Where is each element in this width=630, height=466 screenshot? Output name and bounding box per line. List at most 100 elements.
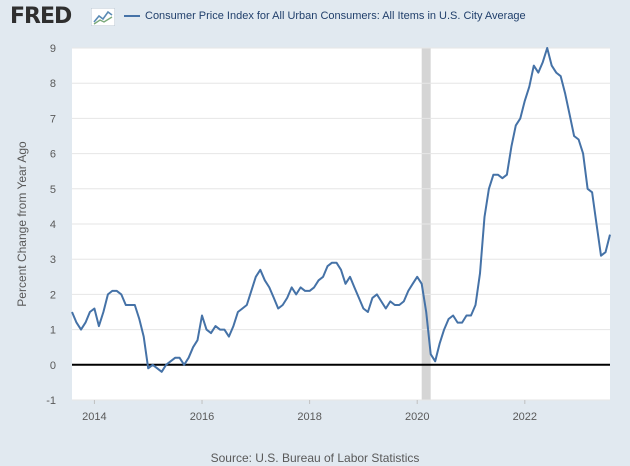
data-point[interactable] (563, 92, 567, 96)
data-point[interactable] (101, 310, 105, 314)
data-point[interactable] (586, 187, 590, 191)
data-point[interactable] (213, 324, 217, 328)
data-point[interactable] (411, 282, 415, 286)
data-point[interactable] (155, 366, 159, 370)
data-point[interactable] (263, 278, 267, 282)
data-point[interactable] (110, 289, 114, 293)
data-point[interactable] (330, 261, 334, 265)
data-point[interactable] (128, 303, 132, 307)
data-point[interactable] (97, 324, 101, 328)
data-point[interactable] (393, 303, 397, 307)
data-point[interactable] (402, 299, 406, 303)
data-point[interactable] (559, 74, 563, 78)
data-point[interactable] (164, 363, 168, 367)
data-point[interactable] (182, 363, 186, 367)
data-point[interactable] (70, 310, 74, 314)
data-point[interactable] (406, 289, 410, 293)
data-point[interactable] (375, 292, 379, 296)
data-point[interactable] (397, 303, 401, 307)
data-point[interactable] (267, 285, 271, 289)
data-point[interactable] (299, 285, 303, 289)
data-point[interactable] (604, 250, 608, 254)
data-point[interactable] (469, 314, 473, 318)
data-point[interactable] (541, 60, 545, 64)
data-point[interactable] (294, 292, 298, 296)
data-point[interactable] (83, 321, 87, 325)
data-point[interactable] (465, 314, 469, 318)
data-point[interactable] (272, 296, 276, 300)
data-point[interactable] (146, 366, 150, 370)
data-point[interactable] (258, 268, 262, 272)
data-point[interactable] (124, 303, 128, 307)
data-point[interactable] (496, 173, 500, 177)
data-point[interactable] (590, 190, 594, 194)
data-point[interactable] (79, 328, 83, 332)
data-point[interactable] (276, 306, 280, 310)
data-point[interactable] (348, 275, 352, 279)
data-point[interactable] (218, 328, 222, 332)
data-point[interactable] (335, 261, 339, 265)
data-point[interactable] (460, 321, 464, 325)
data-point[interactable] (599, 254, 603, 258)
data-point[interactable] (249, 289, 253, 293)
data-point[interactable] (379, 299, 383, 303)
data-point[interactable] (433, 359, 437, 363)
data-point[interactable] (281, 303, 285, 307)
data-point[interactable] (187, 356, 191, 360)
data-point[interactable] (509, 145, 513, 149)
data-point[interactable] (491, 173, 495, 177)
data-point[interactable] (568, 113, 572, 117)
data-point[interactable] (196, 338, 200, 342)
data-point[interactable] (227, 335, 231, 339)
data-point[interactable] (321, 275, 325, 279)
data-point[interactable] (178, 356, 182, 360)
data-point[interactable] (500, 176, 504, 180)
data-point[interactable] (536, 71, 540, 75)
data-point[interactable] (554, 71, 558, 75)
data-point[interactable] (169, 359, 173, 363)
data-point[interactable] (222, 328, 226, 332)
data-point[interactable] (482, 215, 486, 219)
data-point[interactable] (514, 123, 518, 127)
fred-logo[interactable]: FRED (10, 4, 72, 29)
data-point[interactable] (326, 264, 330, 268)
data-point[interactable] (231, 324, 235, 328)
data-point[interactable] (290, 285, 294, 289)
data-point[interactable] (317, 278, 321, 282)
data-point[interactable] (92, 306, 96, 310)
data-point[interactable] (254, 275, 258, 279)
data-point[interactable] (308, 289, 312, 293)
data-point[interactable] (366, 310, 370, 314)
data-point[interactable] (370, 296, 374, 300)
data-point[interactable] (115, 289, 119, 293)
data-point[interactable] (303, 289, 307, 293)
data-point[interactable] (352, 285, 356, 289)
data-point[interactable] (424, 310, 428, 314)
data-point[interactable] (545, 46, 549, 50)
data-point[interactable] (527, 85, 531, 89)
data-point[interactable] (245, 303, 249, 307)
data-point[interactable] (137, 317, 141, 321)
data-point[interactable] (357, 296, 361, 300)
data-point[interactable] (339, 268, 343, 272)
data-point[interactable] (88, 310, 92, 314)
data-point[interactable] (384, 306, 388, 310)
data-point[interactable] (572, 134, 576, 138)
data-point[interactable] (209, 331, 213, 335)
data-point[interactable] (438, 342, 442, 346)
data-point[interactable] (478, 271, 482, 275)
data-point[interactable] (200, 314, 204, 318)
data-point[interactable] (420, 282, 424, 286)
data-point[interactable] (447, 317, 451, 321)
data-point[interactable] (595, 222, 599, 226)
data-point[interactable] (474, 303, 478, 307)
data-point[interactable] (550, 64, 554, 68)
data-point[interactable] (142, 335, 146, 339)
data-point[interactable] (451, 314, 455, 318)
data-point[interactable] (429, 352, 433, 356)
data-point[interactable] (518, 116, 522, 120)
data-point[interactable] (608, 233, 612, 237)
data-point[interactable] (240, 306, 244, 310)
data-point[interactable] (312, 285, 316, 289)
